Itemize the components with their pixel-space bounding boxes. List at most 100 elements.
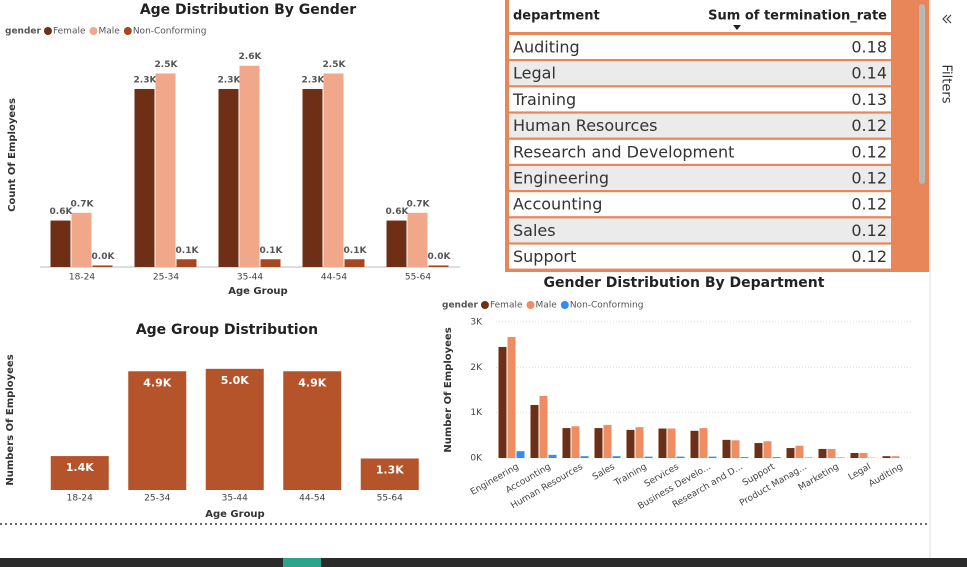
x-axis-title: Age Group	[205, 509, 264, 520]
value-label: 4.9K	[143, 376, 171, 389]
value-label: 2.5K	[155, 60, 179, 70]
value-label: 0.7K	[71, 199, 95, 209]
legend-label: Female	[53, 27, 86, 37]
bar	[260, 259, 281, 267]
legend-swatch	[526, 301, 535, 309]
table-cell: Human Resources	[513, 116, 658, 135]
bar	[658, 428, 667, 458]
bar	[754, 443, 763, 458]
table-cell: Training	[512, 90, 576, 109]
x-tick-label: 35-44	[237, 273, 263, 283]
value-label: 0.0K	[92, 252, 116, 262]
bar	[283, 371, 342, 490]
bar	[407, 212, 428, 267]
bar	[50, 456, 109, 490]
x-tick-label: 44-54	[321, 273, 347, 283]
taskbar-active	[283, 558, 321, 567]
filters-pane[interactable]	[930, 0, 967, 558]
chart-title: Age Distribution By Gender	[140, 2, 356, 18]
table-cell: Legal	[513, 64, 556, 83]
table-header: Sum of termination_rate	[708, 9, 887, 24]
bar	[539, 395, 548, 458]
value-label: 0.1K	[344, 246, 368, 256]
bar	[134, 88, 155, 268]
bar	[562, 428, 571, 458]
legend-label: Male	[536, 301, 558, 311]
legend-swatch	[480, 301, 489, 309]
y-axis-title: Count Of Employees	[7, 98, 18, 212]
bar	[548, 454, 557, 458]
table-row	[509, 166, 891, 190]
chart-title: Age Group Distribution	[136, 322, 318, 338]
x-tick-label: 25-34	[144, 494, 170, 504]
table-cell: 0.12	[851, 221, 887, 240]
bar	[612, 456, 621, 458]
table-row	[509, 87, 891, 112]
value-label: 0.1K	[176, 246, 200, 256]
table-cell: Research and Development	[513, 142, 734, 161]
y-tick-label: 3K	[470, 318, 483, 328]
bar	[218, 88, 239, 268]
value-label: 2.3K	[134, 75, 158, 85]
bar	[92, 265, 113, 267]
legend-label: Male	[99, 27, 121, 37]
bar	[128, 371, 187, 490]
legend-swatch	[89, 27, 98, 35]
table-cell: Support	[513, 247, 576, 266]
table-row	[509, 192, 891, 217]
legend-swatch	[123, 27, 132, 35]
value-label: 0.7K	[407, 199, 431, 209]
sort-arrow[interactable]	[733, 25, 741, 30]
value-label: 1.3K	[376, 464, 404, 477]
value-label: 4.9K	[298, 376, 326, 389]
bar	[594, 428, 603, 458]
x-tick-label: 35-44	[222, 494, 248, 504]
y-tick-label: 2K	[470, 363, 483, 373]
bar	[302, 88, 323, 268]
table-cell: Accounting	[513, 195, 602, 214]
x-tick-label: 25-34	[153, 273, 179, 283]
bar	[386, 220, 407, 267]
bar	[205, 368, 264, 490]
x-axis-title: Age Group	[228, 286, 287, 297]
legend-label: Female	[490, 301, 523, 311]
taskbar	[0, 558, 967, 567]
y-tick-label: 0K	[470, 454, 483, 464]
value-label: 2.5K	[323, 60, 347, 70]
bar	[155, 73, 176, 268]
value-label: 2.3K	[218, 75, 242, 85]
bar	[763, 441, 772, 458]
collapse-icon[interactable]	[942, 14, 948, 24]
bar	[626, 429, 635, 458]
bar	[239, 65, 260, 267]
table-cell: Engineering	[513, 169, 609, 188]
table-cell: 0.14	[851, 64, 887, 83]
table-cell: Sales	[513, 221, 556, 240]
table-cell: 0.12	[851, 247, 887, 266]
bar	[50, 220, 71, 267]
x-tick-label: 18-24	[69, 273, 95, 283]
value-label: 2.3K	[302, 75, 326, 85]
x-tick-label: Auditing	[867, 462, 905, 489]
bar	[580, 456, 589, 458]
legend-title: gender	[442, 301, 479, 311]
x-tick-label: 55-64	[405, 273, 431, 283]
x-tick-label: 55-64	[377, 494, 403, 504]
collapse-icon[interactable]	[946, 14, 952, 24]
bar	[323, 73, 344, 268]
bar	[635, 427, 644, 458]
bar	[498, 346, 507, 458]
value-label: 5.0K	[221, 374, 249, 387]
value-label: 0.0K	[428, 252, 452, 262]
bar	[667, 428, 676, 458]
legend-label: Non-Conforming	[133, 27, 207, 37]
x-tick-label: 18-24	[67, 494, 93, 504]
scrollbar[interactable]	[919, 4, 925, 184]
bar	[428, 265, 449, 267]
table-cell: 0.12	[851, 116, 887, 135]
legend-swatch	[43, 27, 52, 35]
filters-label[interactable]: Filters	[939, 65, 954, 104]
bar	[850, 453, 859, 458]
table-cell: 0.12	[851, 142, 887, 161]
